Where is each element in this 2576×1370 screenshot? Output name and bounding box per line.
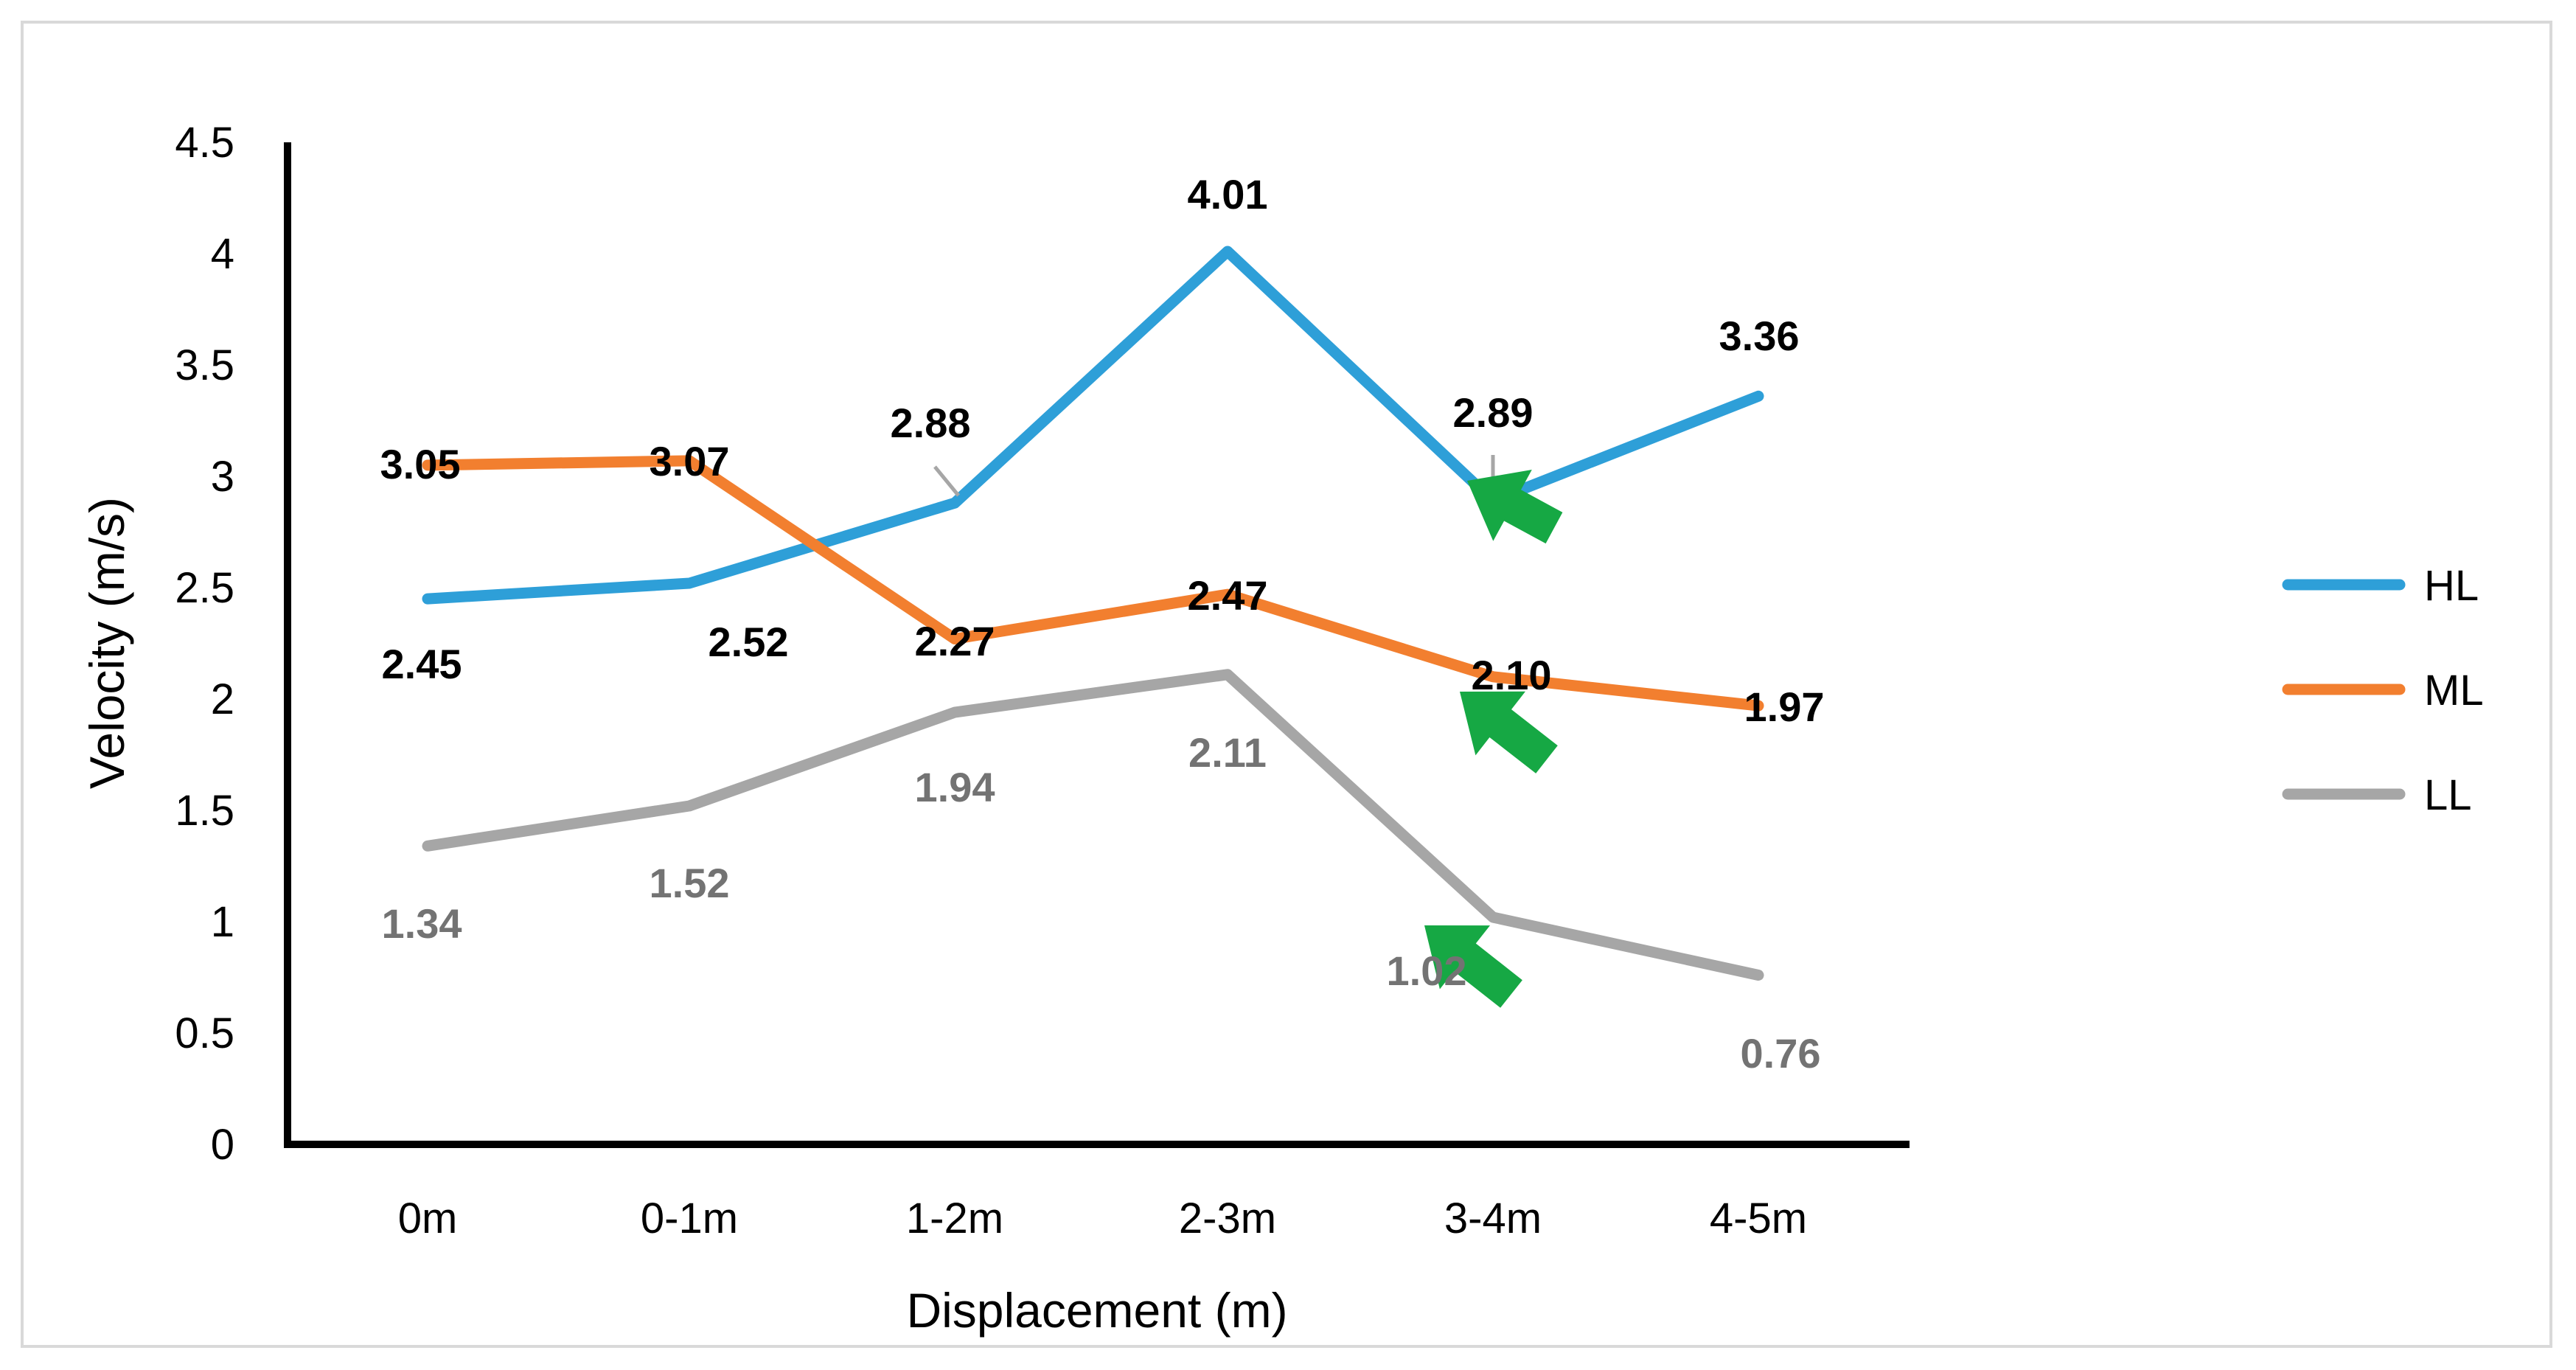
y-tick-label: 0.5 [175, 1009, 234, 1057]
data-label-ml: 3.05 [380, 441, 461, 487]
y-tick-label: 1 [211, 898, 234, 946]
legend-label-ll: LL [2424, 771, 2472, 819]
data-label-ll: 0.76 [1741, 1030, 1821, 1077]
y-tick-label: 0 [211, 1121, 234, 1169]
x-tick-label: 0m [398, 1195, 458, 1242]
data-label-ll: 1.02 [1387, 947, 1467, 994]
y-tick-labels: 0 0.5 1 1.5 2 2.5 3 3.5 4 4.5 [175, 119, 234, 1169]
x-tick-label: 3-4m [1444, 1195, 1542, 1242]
series-line-ll [422, 669, 1764, 981]
data-label-ml: 2.27 [915, 618, 995, 664]
y-tick-label: 2 [211, 675, 234, 723]
y-tick-label: 1.5 [175, 787, 234, 835]
data-label-ml: 2.47 [1188, 572, 1268, 619]
series-line-ml [422, 455, 1764, 712]
x-tick-label: 1-2m [906, 1195, 1003, 1242]
series-lines [422, 246, 1764, 981]
data-label-ml: 3.07 [650, 438, 730, 484]
y-axis-title: Velocity (m/s) [80, 497, 134, 789]
x-tick-labels: 0m 0-1m 1-2m 2-3m 3-4m 4-5m [398, 1195, 1807, 1242]
label-leader-line [933, 465, 960, 497]
legend-label-ml: ML [2424, 667, 2484, 714]
data-label-hl: 3.36 [1719, 313, 1800, 359]
green-arrow-icon [1460, 691, 1558, 773]
data-label-ll: 1.94 [915, 764, 995, 810]
data-label-hl: 2.89 [1453, 389, 1534, 436]
y-tick-label: 3.5 [175, 341, 234, 389]
data-label-ll: 1.52 [650, 860, 730, 906]
data-label-ml: 1.97 [1744, 684, 1825, 730]
legend-label-hl: HL [2424, 562, 2479, 610]
y-tick-label: 4.5 [175, 119, 234, 167]
annotation-arrows [1424, 470, 1563, 1008]
x-tick-label: 4-5m [1710, 1195, 1807, 1242]
y-tick-label: 4 [211, 230, 234, 278]
chart-frame [21, 21, 2552, 1348]
green-arrow-icon [1467, 470, 1563, 544]
y-tick-label: 2.5 [175, 564, 234, 612]
y-tick-label: 3 [211, 453, 234, 501]
x-tick-label: 2-3m [1179, 1195, 1276, 1242]
data-label-hl: 4.01 [1188, 171, 1268, 218]
x-axis-title: Displacement (m) [906, 1283, 1287, 1338]
data-label-hl: 2.88 [891, 400, 971, 446]
data-label-ml: 2.10 [1472, 652, 1552, 698]
x-tick-label: 0-1m [641, 1195, 738, 1242]
axes [284, 142, 1910, 1148]
green-arrow-icon [1424, 925, 1522, 1008]
data-label-hl: 2.52 [709, 619, 789, 665]
data-label-ll: 2.11 [1188, 729, 1267, 776]
data-label-ll: 1.34 [382, 900, 462, 947]
data-label-hl: 2.45 [382, 641, 462, 687]
series-line-hl [422, 246, 1764, 605]
data-labels: 2.45 2.52 2.88 4.01 2.89 3.36 3.05 3.07 2.27 2.47… [380, 171, 1825, 1077]
legend: HL ML LL [2282, 562, 2484, 819]
